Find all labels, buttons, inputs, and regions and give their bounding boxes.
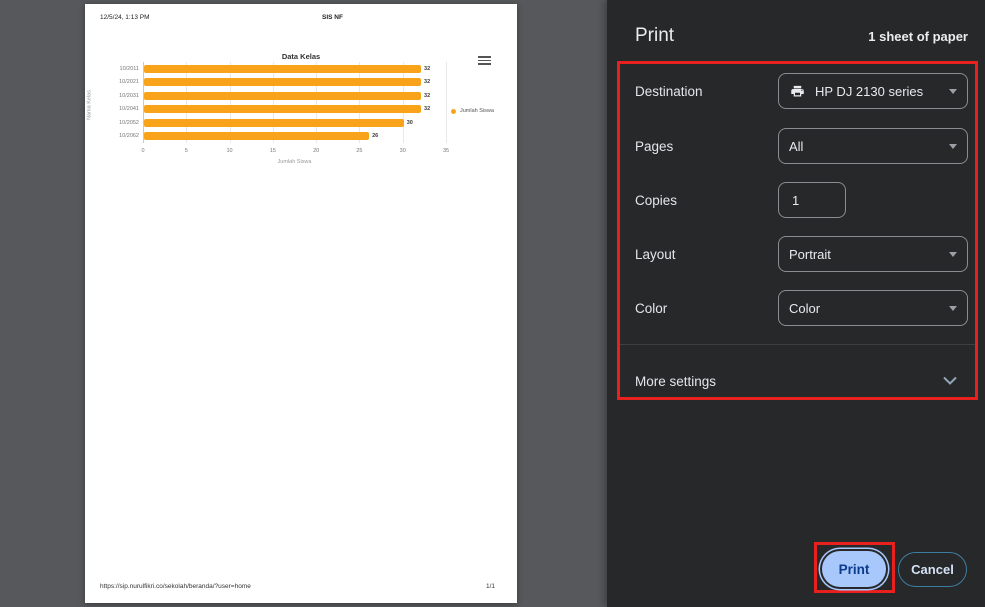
chevron-down-icon [949, 88, 957, 94]
color-label: Color [635, 300, 668, 316]
destination-row: Destination HP DJ 2130 series [635, 73, 968, 109]
bar-value-label: 32 [424, 106, 431, 113]
y-axis-categories: 10/2011 10/2021 10/2031 10/2041 10/2052 10/20… [97, 62, 139, 143]
bar [144, 105, 422, 114]
y-axis-label: Nama Kelas [86, 90, 93, 120]
x-tick-label: 20 [313, 148, 320, 154]
layout-select[interactable]: Portrait [778, 236, 968, 272]
gridline [359, 62, 361, 143]
copies-row: Copies [635, 182, 968, 218]
x-tick-label: 0 [141, 148, 145, 154]
copies-label: Copies [635, 192, 678, 208]
chevron-down-icon [949, 305, 957, 311]
chart-legend: Jumlah Siswa [451, 108, 494, 114]
printer-icon [789, 84, 806, 99]
chart: Data Kelas Nama Kelas 10/2011 10/2021 10/2… [85, 4, 517, 184]
chevron-down-icon [949, 251, 957, 257]
divider [620, 344, 975, 345]
y-category-label: 10/2021 [119, 79, 139, 86]
destination-value: HP DJ 2130 series [815, 83, 924, 99]
x-axis-ticks: 0 5 10 15 20 25 30 35 [141, 148, 450, 156]
pages-label: Pages [635, 138, 674, 154]
x-tick-label: 10 [226, 148, 233, 154]
annotation-box-settings [617, 61, 978, 400]
bar [144, 64, 422, 73]
page-number: 1/1 [485, 583, 495, 590]
pages-row: Pages All [635, 128, 968, 164]
x-tick-label: 25 [356, 148, 363, 154]
x-axis-label: Jumlah Siswa [277, 159, 312, 165]
bar [144, 78, 422, 87]
x-tick-label: 35 [442, 148, 450, 154]
plot-area: 32 32 32 32 30 26 [143, 62, 447, 143]
y-category-label: 10/2052 [119, 119, 139, 126]
legend-label: Jumlah Siswa [460, 108, 494, 114]
destination-select[interactable]: HP DJ 2130 series [778, 73, 968, 109]
dialog-title: Print [635, 25, 675, 46]
gridline [229, 62, 231, 143]
legend-dot-icon [451, 108, 456, 114]
chevron-down-icon [943, 372, 957, 390]
x-tick-label: 5 [184, 148, 188, 154]
color-value: Color [789, 300, 821, 316]
print-settings-panel: Print 1 sheet of paper Destination HP DJ… [607, 0, 985, 607]
source-url: https://sip.nurulfikri.co/sekolah/berand… [100, 583, 251, 590]
y-category-label: 10/2011 [119, 65, 139, 72]
cancel-button[interactable]: Cancel [898, 552, 967, 587]
print-timestamp: 12/5/24, 1:13 PM [100, 14, 150, 21]
layout-label: Layout [635, 246, 676, 262]
bar-value-label: 32 [424, 92, 431, 99]
bar-value-label: 30 [406, 119, 413, 126]
gridline [186, 62, 188, 143]
gridline [446, 62, 447, 143]
x-tick-label: 15 [269, 148, 276, 154]
chart-title: Data Kelas [281, 52, 321, 61]
gridline [402, 62, 404, 143]
chevron-down-icon [949, 143, 957, 149]
gridline [272, 62, 274, 143]
preview-page: 12/5/24, 1:13 PM SIS NF Data Kelas Nama … [85, 4, 517, 603]
document-title: SIS NF [322, 14, 343, 21]
y-category-label: 10/2041 [119, 106, 139, 113]
color-select[interactable]: Color [778, 290, 968, 326]
print-preview-area: 12/5/24, 1:13 PM SIS NF Data Kelas Nama … [85, 4, 517, 603]
chart-menu-icon [478, 56, 491, 65]
x-tick-label: 30 [399, 148, 406, 154]
bar [144, 132, 370, 141]
gridline [316, 62, 318, 143]
print-button[interactable]: Print [822, 551, 886, 587]
y-category-label: 10/2031 [119, 92, 139, 99]
bar-value-label: 26 [372, 133, 379, 140]
layout-value: Portrait [789, 246, 831, 262]
pages-value: All [789, 138, 804, 154]
color-row: Color Color [635, 290, 968, 326]
bar-value-label: 32 [424, 65, 431, 72]
more-settings-label: More settings [635, 373, 717, 389]
bar [144, 91, 422, 100]
sheet-count: 1 sheet of paper [868, 29, 968, 44]
gridline [143, 62, 144, 143]
pages-select[interactable]: All [778, 128, 968, 164]
bar [144, 118, 404, 127]
bar-value-label: 32 [424, 79, 431, 86]
destination-label: Destination [635, 83, 703, 99]
layout-row: Layout Portrait [635, 236, 968, 272]
copies-input[interactable] [778, 182, 846, 218]
more-settings-button[interactable]: More settings [607, 363, 985, 399]
y-category-label: 10/2062 [119, 133, 139, 140]
